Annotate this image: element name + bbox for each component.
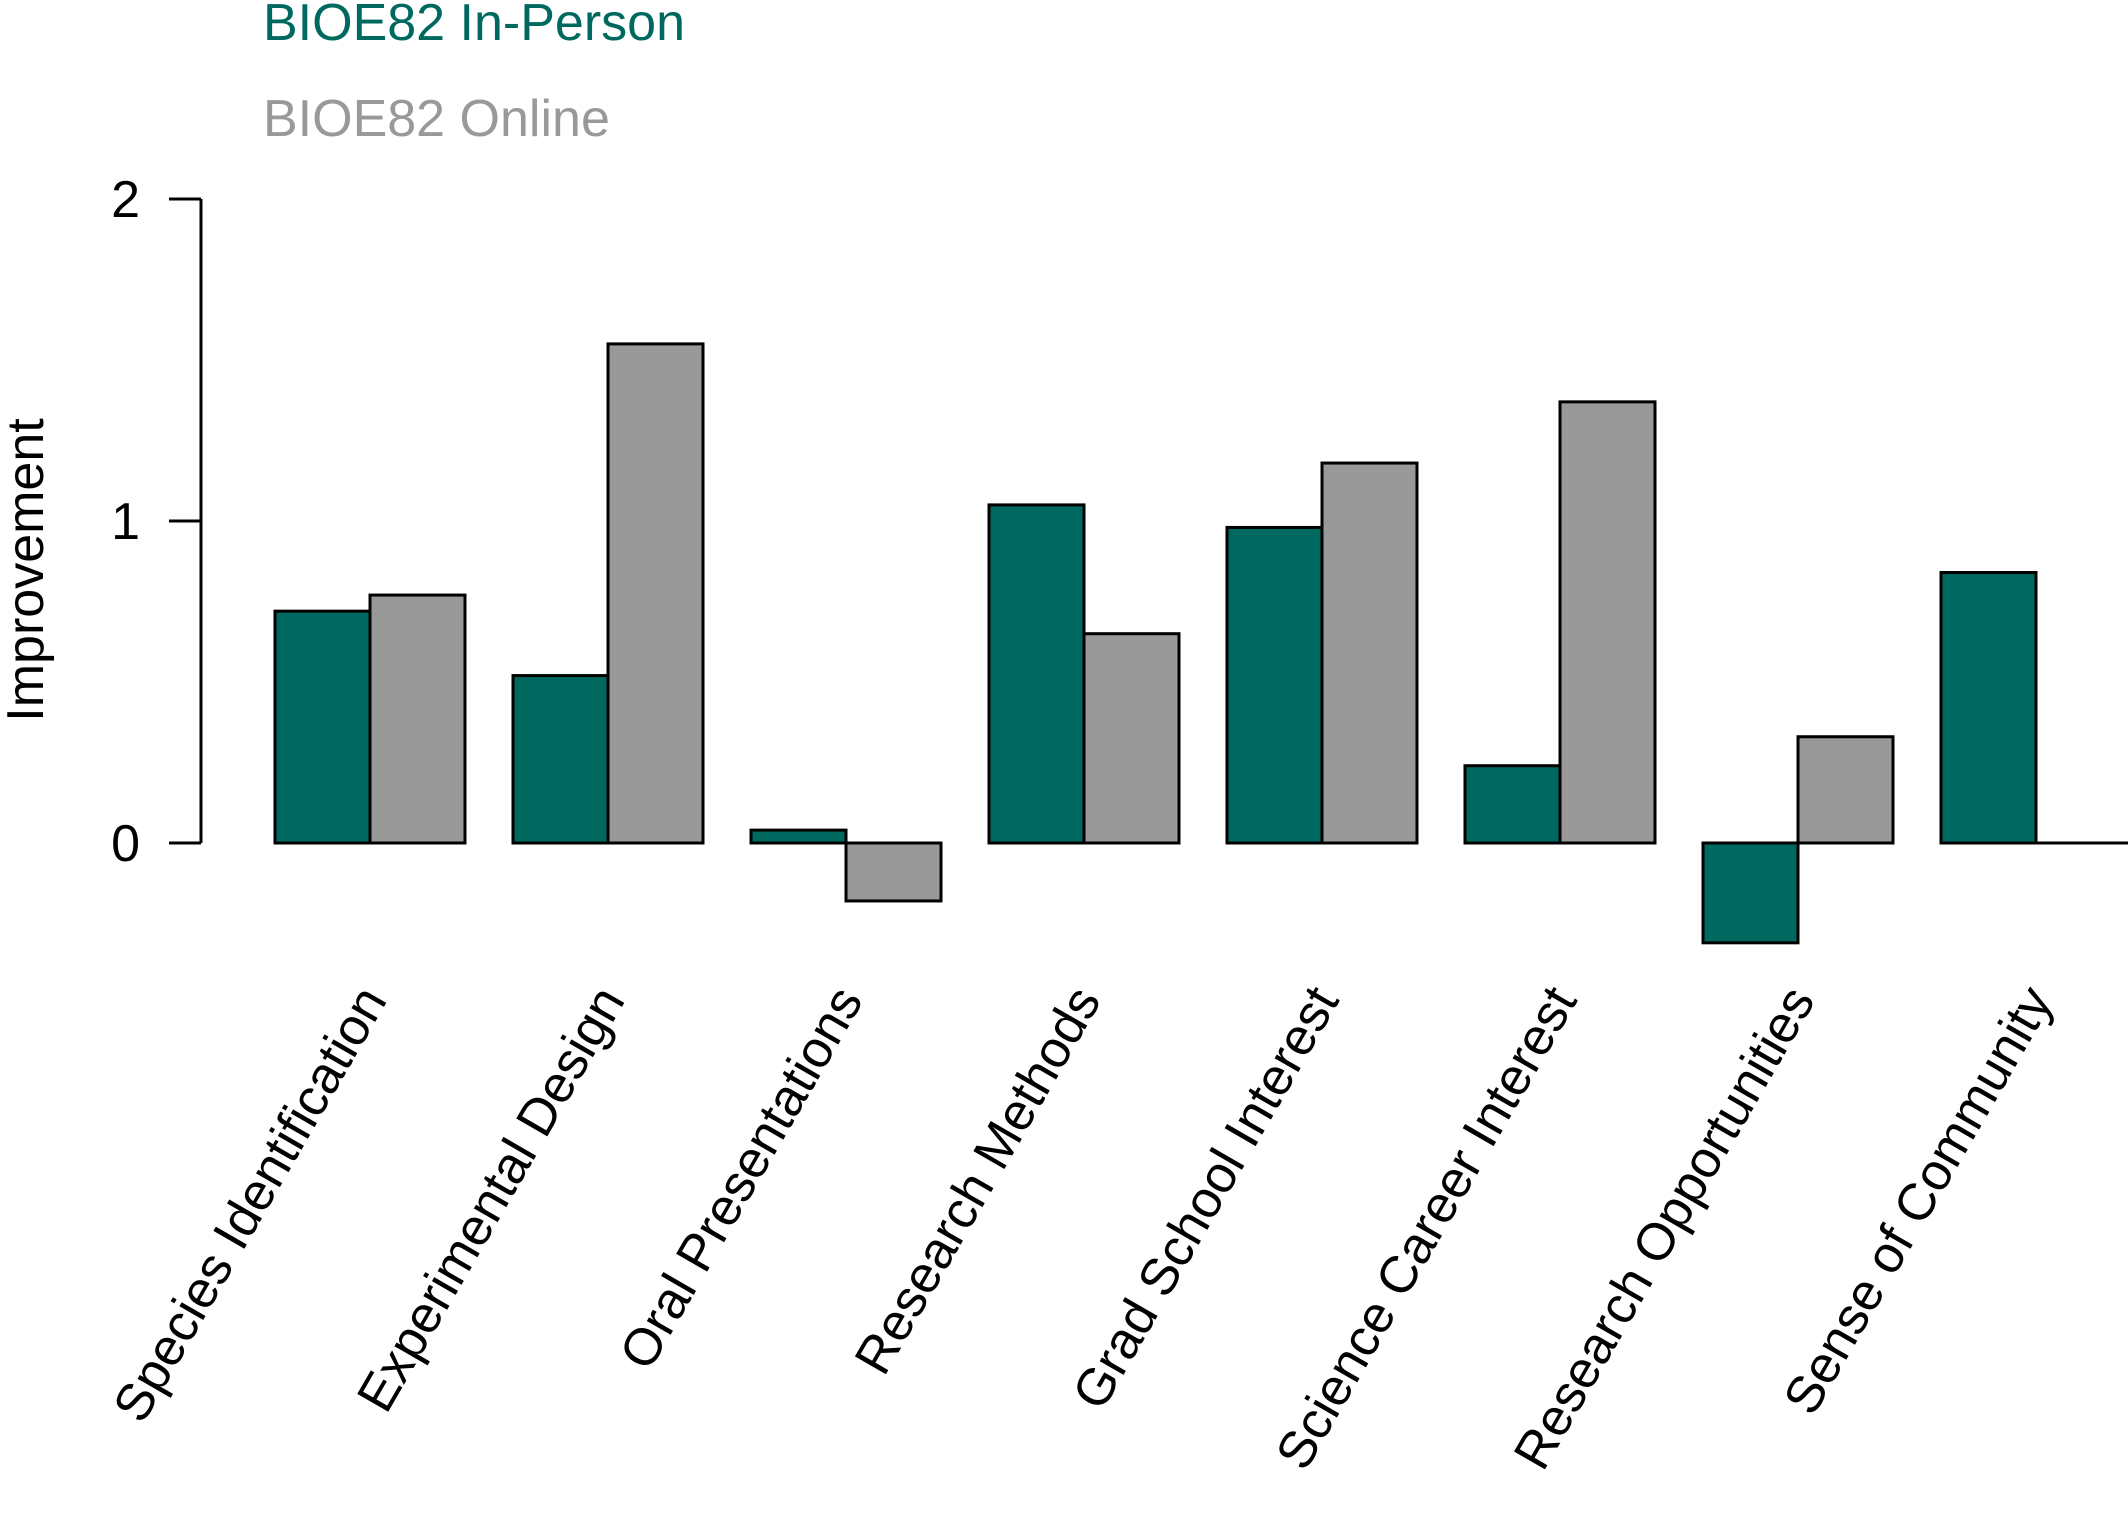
bar (368, 593, 467, 845)
bar (844, 841, 943, 903)
y-axis-title: Improvement (0, 418, 55, 722)
bar (511, 674, 610, 845)
x-tick-label: Oral Presentations (609, 977, 875, 1379)
legend-entry: BIOE82 Online (263, 90, 610, 148)
y-tick-label: 0 (111, 815, 140, 873)
bar (987, 503, 1086, 845)
bar (273, 609, 372, 845)
bar (1463, 764, 1562, 845)
bar (1320, 461, 1419, 845)
bar (1082, 632, 1181, 845)
bar (1939, 571, 2038, 845)
x-tick-label: Research Methods (844, 977, 1112, 1384)
bar (1701, 841, 1800, 945)
x-tick-label: Sense of Community (1773, 977, 2065, 1424)
y-tick-label: 2 (111, 171, 140, 229)
bar (606, 342, 705, 845)
bar (1558, 400, 1657, 845)
legend-entry: BIOE82 In-Person (263, 0, 685, 52)
legend: BIOE82 In-Person BIOE82 Online (263, 0, 685, 148)
bar (1225, 525, 1324, 845)
x-tick-label: Grad School Interest (1062, 977, 1351, 1419)
y-tick-label: 1 (111, 493, 140, 551)
x-tick-label: Experimental Design (346, 977, 636, 1422)
bar (1796, 735, 1895, 845)
x-tick-label: Species Identification (102, 977, 398, 1432)
bars (273, 342, 2128, 945)
bar (749, 828, 848, 845)
y-axis: 0 1 2 (111, 171, 203, 873)
